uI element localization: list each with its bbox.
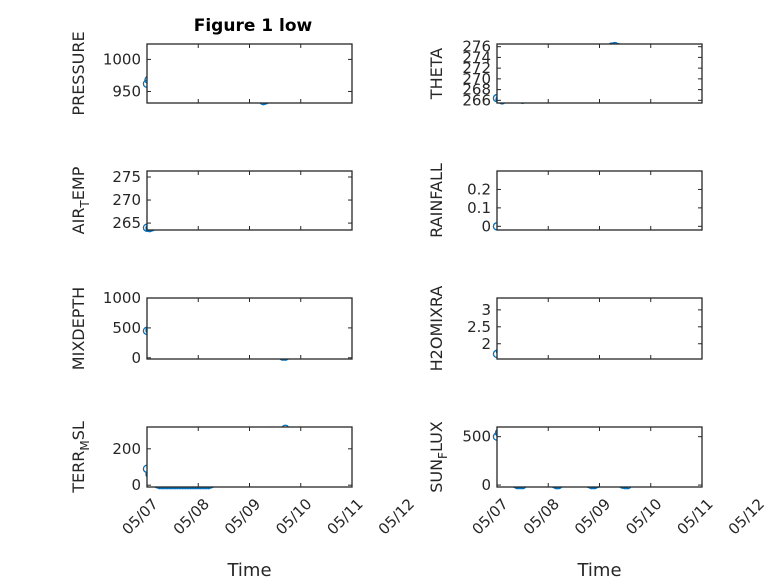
subplot-h2omixra: 22.53 H2OMIXRA <box>427 286 703 372</box>
y-tick-label: 0 <box>481 217 491 235</box>
x-tick-label: 05/07 <box>118 495 161 538</box>
x-tick-label: 05/12 <box>725 495 768 538</box>
y-tick-label: 2.5 <box>467 318 491 336</box>
x-axis-label: Time <box>576 560 621 581</box>
y-axis-label: THETA <box>427 48 446 100</box>
axes-box <box>146 297 353 360</box>
x-tick-label: 05/11 <box>323 495 366 538</box>
subplot-sun-flux: 0 500 05/07 05/08 05/09 05/10 05/11 05/12 Time SU… <box>427 421 768 581</box>
x-axis-label: Time <box>226 560 271 581</box>
y-tick-label: 950 <box>112 82 141 100</box>
y-tick-label: 0 <box>481 476 491 494</box>
x-tick-label: 05/10 <box>272 495 315 538</box>
x-tick-label: 05/09 <box>571 495 614 538</box>
y-tick-label: 500 <box>112 319 141 337</box>
subplot-terr-msl: 0 200 05/07 05/08 05/09 05/10 05/11 05/12 Time TE… <box>69 421 418 581</box>
subplot-air-temp: 265 270 275 AIRTEMP <box>69 166 353 234</box>
x-tick-label: 05/11 <box>673 495 716 538</box>
axes-box <box>146 426 353 488</box>
y-axis-label: RAINFALL <box>427 163 446 238</box>
x-tick-label: 05/08 <box>170 495 213 538</box>
x-tick-label: 05/12 <box>375 495 418 538</box>
y-tick-label: 270 <box>462 70 491 88</box>
x-tick-label: 05/08 <box>520 495 563 538</box>
axes-box <box>496 43 703 104</box>
y-tick-label: 3 <box>481 301 491 319</box>
y-tick-label: 0.1 <box>467 199 491 217</box>
y-tick-label: 272 <box>462 59 491 77</box>
y-axis-label: SUNFLUX <box>427 421 450 493</box>
y-tick-label: 200 <box>112 440 141 458</box>
y-axis-label: TERRMSL <box>69 421 92 494</box>
figure-title: Figure 1 low <box>194 16 313 36</box>
axes-box <box>496 426 703 488</box>
y-tick-label: 265 <box>112 214 141 232</box>
y-tick-label: 0 <box>131 476 141 494</box>
axes-box <box>146 43 353 104</box>
y-tick-label: 266 <box>462 91 491 109</box>
y-tick-label: 268 <box>462 81 491 99</box>
axes-box <box>146 170 353 231</box>
y-axis-label: AIRTEMP <box>69 166 92 234</box>
y-tick-label: 276 <box>462 38 491 56</box>
x-tick-label: 05/07 <box>468 495 511 538</box>
y-axis-label: MIXDEPTH <box>69 287 88 370</box>
y-axis-label: H2OMIXRA <box>427 286 446 372</box>
y-tick-label: 274 <box>462 48 491 66</box>
y-tick-label: 1000 <box>103 289 141 307</box>
y-tick-label: 275 <box>112 168 141 186</box>
subplot-pressure: 950 1000 PRESSURE <box>69 31 353 116</box>
y-tick-label: 270 <box>112 191 141 209</box>
subplot-rainfall: 00.10.2 RAINFALL <box>427 163 703 238</box>
axes-box <box>496 170 703 231</box>
y-tick-label: 2 <box>481 335 491 353</box>
subplot-mixdepth: 0 500 1000 MIXDEPTH <box>69 287 353 370</box>
y-axis-label: PRESSURE <box>69 31 88 115</box>
y-tick-label: 1000 <box>103 50 141 68</box>
y-tick-label: 0 <box>131 349 141 367</box>
axes-box <box>496 297 703 360</box>
x-tick-label: 05/10 <box>622 495 665 538</box>
x-tick-label: 05/09 <box>221 495 264 538</box>
y-tick-label: 0.2 <box>467 180 491 198</box>
y-tick-label: 500 <box>462 428 491 446</box>
